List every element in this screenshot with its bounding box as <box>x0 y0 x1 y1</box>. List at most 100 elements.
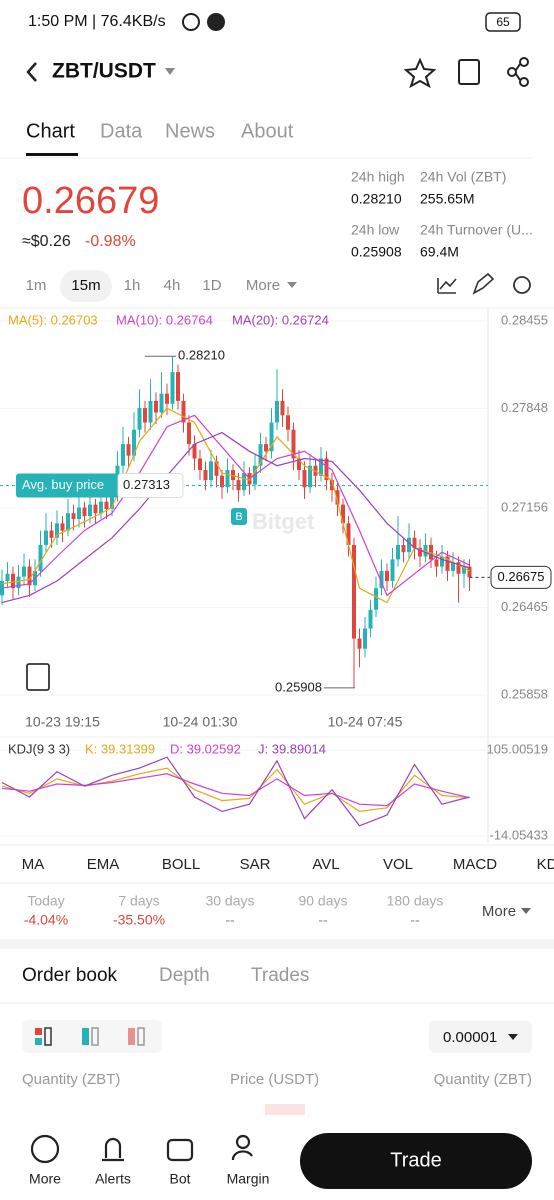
share-icon[interactable] <box>507 57 529 87</box>
tab-underline <box>26 153 78 156</box>
tab[interactable]: Data <box>100 120 143 142</box>
settings-icon[interactable] <box>513 276 531 294</box>
watermark: Bitget <box>252 509 315 534</box>
fullscreen-icon[interactable] <box>26 663 50 691</box>
period-value: -- <box>225 912 235 928</box>
nav-item[interactable]: More <box>29 1171 61 1187</box>
interval-selected <box>60 270 112 302</box>
trade-label[interactable]: Trade <box>390 1149 442 1171</box>
interval[interactable]: 15m <box>71 277 100 294</box>
candle-body <box>242 472 246 491</box>
candle-body <box>110 494 114 509</box>
candle-body <box>16 576 21 589</box>
mode-asks[interactable] <box>128 1027 145 1046</box>
stat-label: 24h Vol (ZBT) <box>420 169 506 185</box>
y-tick-label: 0.25858 <box>501 686 548 701</box>
buy-marker: B <box>235 511 242 523</box>
order-tab[interactable]: Order book <box>22 965 118 986</box>
trade-button[interactable] <box>300 1133 532 1189</box>
periods-dropdown[interactable] <box>521 908 531 914</box>
battery-icon <box>485 12 521 32</box>
candle-body <box>38 544 43 571</box>
column-header: Price (USDT) <box>230 1071 319 1088</box>
candle-body <box>401 544 406 553</box>
more-dropdown[interactable] <box>287 282 297 288</box>
candle-body <box>308 465 312 488</box>
stat-value: 255.65M <box>420 191 474 207</box>
indicator-tab[interactable]: MACD <box>453 856 497 873</box>
candle-body <box>269 422 274 452</box>
indicator-line <box>1 773 470 807</box>
indicator-tab[interactable]: SAR <box>240 856 271 873</box>
precision-dropdown <box>508 1034 518 1040</box>
interval[interactable]: 4h <box>164 277 181 294</box>
period-label: 30 days <box>205 893 254 909</box>
stat-value: 0.28210 <box>351 191 402 207</box>
drawing-icon[interactable] <box>472 272 495 295</box>
candle-body <box>264 444 268 452</box>
candle-body <box>363 628 367 649</box>
mode-both[interactable] <box>35 1027 52 1046</box>
legend-entry: MA(5): 0.26703 <box>8 312 98 327</box>
tab[interactable]: About <box>241 120 294 142</box>
favorite-icon[interactable] <box>403 57 437 89</box>
periods-more[interactable]: More <box>482 903 516 920</box>
pair-dropdown[interactable] <box>165 68 175 75</box>
x-tick-label: 10-24 07:45 <box>328 714 403 730</box>
back-button[interactable] <box>26 62 37 82</box>
candle-body <box>374 588 378 610</box>
notes-icon[interactable] <box>458 59 480 85</box>
candle-body <box>456 562 461 574</box>
candle-body <box>429 544 433 560</box>
interval[interactable]: 1m <box>26 277 47 294</box>
candle-body <box>275 400 279 423</box>
indicator-line <box>1 767 470 813</box>
period-label: 90 days <box>298 893 347 909</box>
mode-bids[interactable] <box>82 1027 99 1046</box>
nav-item[interactable]: Margin <box>227 1171 270 1187</box>
candle-body <box>11 573 15 589</box>
avg-price-tag <box>16 473 118 498</box>
avg-price-label: Avg. buy price <box>22 477 104 492</box>
legend-entry: K: 39.31399 <box>85 741 155 756</box>
nav-item[interactable]: Bot <box>169 1171 190 1187</box>
indicator-tab[interactable]: EMA <box>87 856 120 873</box>
pair-title: ZBT/USDT <box>52 60 156 83</box>
last-price: 0.26679 <box>22 180 159 222</box>
candle-body <box>390 559 395 581</box>
interval[interactable]: 1h <box>124 277 141 294</box>
candle-body <box>99 501 103 514</box>
tab[interactable]: News <box>165 120 215 142</box>
candle-body <box>302 470 307 488</box>
draw-indicator-icon[interactable] <box>437 278 457 294</box>
candle-body <box>88 504 92 517</box>
order-tab[interactable]: Trades <box>251 965 309 986</box>
indicator-tab[interactable]: KD <box>537 856 554 873</box>
candle-body <box>170 372 175 404</box>
nav-item[interactable]: Alerts <box>95 1171 131 1187</box>
candle-body <box>462 566 466 574</box>
indicator-line <box>1 407 470 604</box>
indicator-tab[interactable]: AVL <box>312 856 339 873</box>
candle-body <box>71 513 76 520</box>
order-tab[interactable]: Depth <box>159 965 210 986</box>
interval[interactable]: More <box>246 277 280 294</box>
legend-entry: MA(10): 0.26764 <box>116 312 213 327</box>
candle-body <box>22 566 26 577</box>
indicator-tab[interactable]: VOL <box>383 856 413 873</box>
interval[interactable]: 1D <box>202 277 221 294</box>
status-time: 1:50 PM | 76.4KB/s <box>28 13 166 30</box>
tab[interactable]: Chart <box>26 120 75 142</box>
stat-value: 69.4M <box>420 244 459 260</box>
indicator-tab[interactable]: BOLL <box>162 856 200 873</box>
y-tick-label: 0.27156 <box>501 500 548 515</box>
candle-body <box>55 523 59 538</box>
legend-entry: J: 39.89014 <box>258 741 326 756</box>
candle-body <box>407 537 411 553</box>
indicator-tab[interactable]: MA <box>22 856 45 873</box>
candle-body <box>385 570 389 581</box>
candle-body <box>82 507 87 517</box>
precision-select[interactable] <box>429 1021 532 1053</box>
period-label: 180 days <box>387 893 444 909</box>
